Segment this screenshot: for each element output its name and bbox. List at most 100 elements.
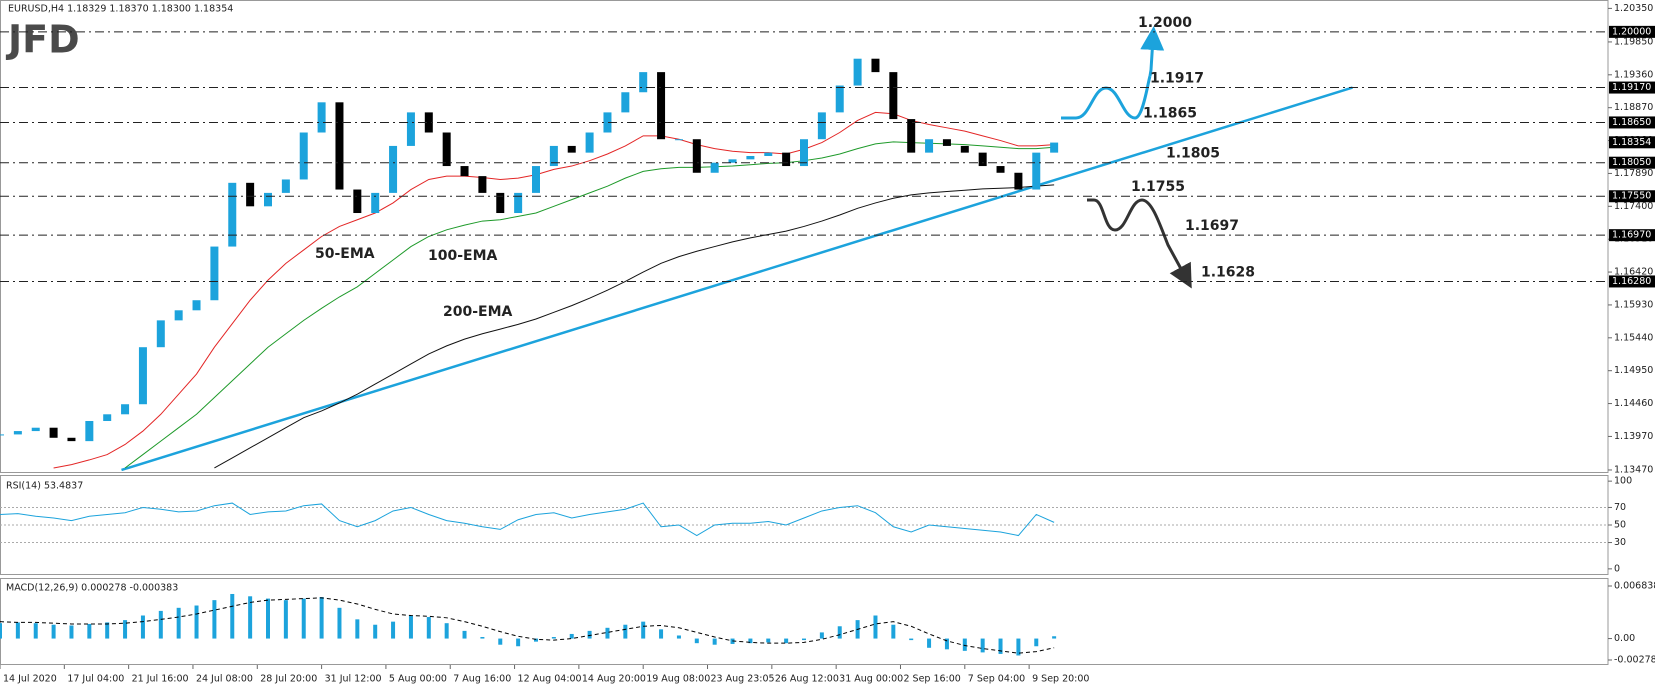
- level-label: 1.16970: [1612, 230, 1651, 241]
- level-label: 1.20000: [1612, 26, 1651, 37]
- x-tick-label: 21 Jul 16:00: [132, 674, 189, 685]
- y-tick-label: 1.15440: [1614, 332, 1653, 343]
- rsi-tick-label: 30: [1614, 537, 1626, 548]
- symbol-header: EURUSD,H4 1.18329 1.18370 1.18300 1.1835…: [8, 4, 233, 15]
- x-tick-label: 17 Jul 04:00: [67, 674, 124, 685]
- candle: [103, 414, 112, 422]
- ema-line: [124, 141, 1055, 469]
- candle: [871, 58, 880, 73]
- y-tick-label: 1.15930: [1614, 299, 1653, 310]
- x-tick-label: 12 Aug 04:00: [518, 674, 582, 685]
- y-tick-label: 1.14460: [1614, 398, 1653, 409]
- candle: [782, 152, 791, 167]
- candle: [389, 145, 398, 193]
- macd-bar: [212, 600, 217, 639]
- y-tick-label: 1.16420: [1614, 267, 1653, 278]
- candle: [621, 92, 630, 113]
- x-tick-label: 26 Aug 12:00: [775, 674, 839, 685]
- trendline: [121, 86, 1353, 472]
- level-label: 1.19170: [1612, 82, 1651, 93]
- macd-bar: [998, 638, 1003, 654]
- macd-tick-label: 0.00: [1614, 633, 1635, 644]
- candle: [889, 72, 898, 120]
- macd-bar: [140, 615, 145, 639]
- x-tick-label: 7 Aug 16:00: [453, 674, 511, 685]
- candle: [817, 112, 826, 140]
- rsi-title: RSI(14) 53.4837: [6, 481, 83, 492]
- macd-bar: [266, 598, 270, 639]
- macd-bar: [784, 638, 789, 644]
- candle: [639, 72, 648, 93]
- candle: [728, 159, 737, 163]
- macd-bar: [123, 620, 128, 639]
- candle: [764, 152, 773, 156]
- price-plot: [0, 58, 1353, 472]
- ema-label: 200-EMA: [443, 304, 513, 320]
- macd-bar: [69, 625, 74, 639]
- level-note: 1.1628: [1201, 264, 1255, 280]
- level-box: [1609, 81, 1655, 94]
- x-tick-label: 31 Aug 00:00: [839, 674, 903, 685]
- candle: [210, 246, 219, 301]
- candle: [299, 132, 308, 180]
- candle: [317, 102, 326, 133]
- candle: [567, 145, 576, 153]
- candle: [121, 404, 130, 415]
- candle: [0, 434, 4, 436]
- level-box: [1609, 275, 1655, 288]
- y-tick-label: 1.18870: [1614, 102, 1653, 113]
- macd-bar: [980, 638, 985, 653]
- candle: [353, 189, 362, 214]
- candle: [31, 427, 40, 432]
- ema-label: 50-EMA: [315, 246, 375, 262]
- macd-bar: [1034, 638, 1039, 647]
- macd-bar: [15, 622, 20, 639]
- candle: [228, 182, 237, 247]
- candle: [907, 119, 916, 153]
- macd-bar: [480, 637, 485, 639]
- macd-signal: [0, 597, 1055, 654]
- macd-bar: [462, 630, 467, 639]
- macd-bar: [694, 638, 699, 644]
- candle: [996, 166, 1005, 173]
- candle: [156, 320, 165, 348]
- level-label: 1.17550: [1612, 191, 1651, 202]
- candle: [478, 176, 487, 193]
- rsi-tick-label: 0: [1614, 563, 1620, 574]
- candle: [460, 166, 469, 177]
- candle: [585, 132, 594, 153]
- scenario-down: [1087, 198, 1192, 289]
- candle: [692, 139, 701, 173]
- candle: [1050, 142, 1059, 153]
- level-label: 1.16280: [1612, 276, 1651, 287]
- y-tick-label: 1.13470: [1614, 464, 1653, 475]
- candle: [800, 139, 808, 167]
- level-box: [1609, 116, 1655, 129]
- level-note: 1.1805: [1166, 146, 1220, 162]
- candle: [67, 437, 76, 442]
- logo: JFD: [5, 18, 80, 62]
- candle: [371, 192, 380, 214]
- macd-bar: [1052, 636, 1057, 639]
- macd-bar: [909, 638, 914, 641]
- candle: [406, 112, 415, 146]
- last-price-box: [1609, 136, 1655, 149]
- level-label: 1.18050: [1612, 157, 1651, 168]
- macd-bar: [391, 621, 396, 639]
- rsi-tick-label: 100: [1614, 476, 1632, 487]
- macd-bar: [283, 600, 288, 639]
- macd-bar: [301, 598, 306, 639]
- rsi-tick-label: 50: [1614, 520, 1626, 531]
- candle: [925, 139, 934, 153]
- macd-bar: [355, 619, 360, 639]
- macd-bar: [623, 624, 628, 639]
- candle: [942, 139, 951, 146]
- y-tick-label: 1.19850: [1614, 36, 1653, 47]
- macd-bar: [1016, 638, 1021, 656]
- macd-bar: [33, 623, 38, 639]
- macd-title: MACD(12,26,9) 0.000278 -0.000383: [6, 583, 178, 594]
- y-tick-label: 1.13970: [1614, 431, 1653, 442]
- x-tick-label: 2 Sep 16:00: [903, 674, 960, 685]
- macd-bar: [444, 623, 449, 639]
- candle: [853, 58, 862, 86]
